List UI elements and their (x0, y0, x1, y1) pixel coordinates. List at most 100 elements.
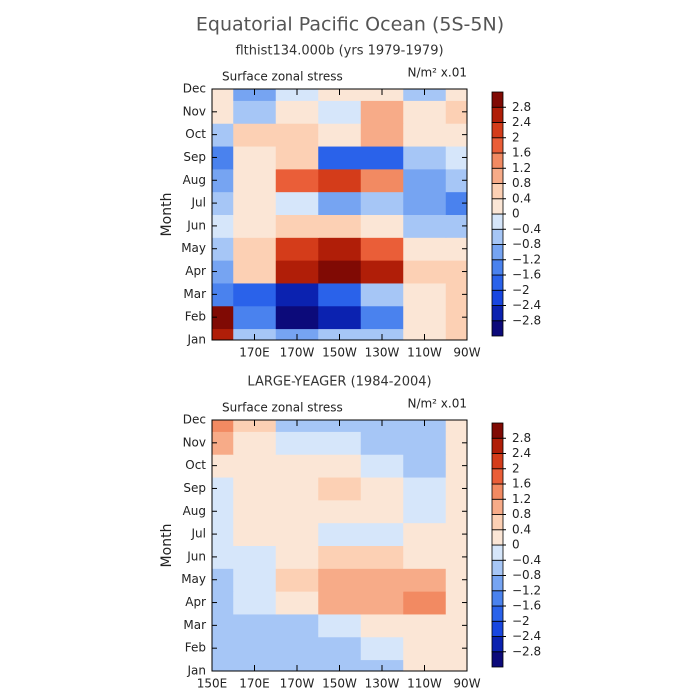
heat-cell (403, 477, 447, 501)
colorbar-box (491, 590, 504, 607)
colorbar-box (491, 605, 504, 622)
colorbar-box (491, 483, 504, 500)
colorbar-box (491, 122, 504, 139)
heat-cell (445, 659, 468, 672)
y-tick-label: May (181, 572, 206, 586)
colorbar-label: 2.8 (512, 100, 531, 114)
figure-title: Equatorial Pacific Ocean (5S-5N) (196, 14, 504, 36)
heat-cell (403, 282, 447, 307)
heat-cell (445, 545, 468, 569)
colorbar-box (491, 437, 504, 454)
x-tick-label: 90W (453, 346, 480, 360)
heat-cell (445, 499, 468, 524)
heat-cell (233, 237, 277, 261)
heat-cell (445, 431, 468, 455)
y-tick-label: Jun (186, 549, 206, 563)
heat-cell (212, 191, 234, 215)
heat-cell (212, 305, 234, 330)
colorbar-label: 2.8 (512, 431, 531, 445)
heat-cell (445, 191, 468, 215)
heat-cell (403, 431, 447, 455)
heat-cell (275, 636, 319, 661)
heat-cell (275, 237, 319, 261)
colorbar-label: 0.8 (512, 507, 531, 521)
colorbar-box (491, 559, 504, 576)
heat-cell (445, 420, 468, 432)
colorbar-box (491, 544, 504, 561)
y-axis-label: Month (159, 524, 175, 568)
heat-cell (445, 613, 468, 638)
heat-cell (403, 522, 447, 546)
y-tick-label: Dec (183, 82, 206, 96)
colorbar-box (491, 167, 504, 184)
colorbar-box (491, 468, 504, 485)
heat-cell (212, 214, 234, 238)
heat-cell (318, 499, 362, 524)
y-tick-label: May (181, 241, 206, 255)
heat-cell (212, 613, 234, 638)
x-tick-label: 150E (197, 677, 228, 691)
heat-cell (445, 305, 468, 330)
heat-cell (445, 89, 468, 101)
colorbar-label: −0.8 (512, 568, 541, 582)
heat-cell (360, 146, 404, 170)
heat-cell (212, 100, 234, 124)
colorbar-box (491, 636, 504, 653)
colorbar-label: −1.2 (512, 583, 541, 597)
colorbar-box (491, 152, 504, 169)
heat-cell (275, 260, 319, 284)
heat-cell (318, 454, 362, 478)
heat-cell (360, 454, 404, 478)
y-tick-label: Feb (185, 310, 206, 324)
heat-cell (445, 123, 468, 147)
heat-cell (445, 454, 468, 478)
heat-cell (233, 282, 277, 307)
heat-cell (318, 282, 362, 307)
x-tick-label: 110W (407, 346, 442, 360)
chart-subtitle: Surface zonal stress (222, 401, 343, 415)
heat-cell (360, 191, 404, 215)
heat-cell (318, 636, 362, 661)
heat-cell (318, 522, 362, 546)
y-tick-label: Dec (183, 413, 206, 427)
heat-cell (212, 168, 234, 193)
heat-cell (360, 591, 404, 615)
heat-cell (360, 431, 404, 455)
heat-cell (233, 545, 277, 569)
heat-cell (445, 328, 468, 341)
heat-cell (403, 613, 447, 638)
heat-cell (212, 522, 234, 546)
heat-cell (233, 522, 277, 546)
heat-cell (445, 214, 468, 238)
heat-cell (360, 499, 404, 524)
heat-cell (403, 454, 447, 478)
colorbar-box (491, 198, 504, 215)
colorbar-label: −2 (512, 283, 530, 297)
heat-cell (360, 168, 404, 193)
y-tick-label: Jan (187, 664, 207, 678)
heat-cell (445, 568, 468, 592)
colorbar-label: −0.4 (512, 222, 541, 236)
colorbar-label: −1.6 (512, 268, 541, 282)
heat-cell (403, 499, 447, 524)
heat-cell (233, 477, 277, 501)
heat-cell (212, 477, 234, 501)
colorbar-box (491, 259, 504, 276)
heat-cell (233, 499, 277, 524)
heat-cell (403, 545, 447, 569)
y-tick-label: Nov (183, 435, 206, 449)
heat-cell (360, 214, 404, 238)
heat-cell (318, 613, 362, 638)
heat-cell (360, 636, 404, 661)
units-label: N/m² x.01 (407, 66, 467, 80)
colorbar-label: 2 (512, 461, 520, 475)
heat-cell (403, 214, 447, 238)
y-tick-label: Nov (183, 104, 206, 118)
heat-cell (318, 146, 362, 170)
heat-cell (275, 499, 319, 524)
heat-cell (275, 431, 319, 455)
x-tick-label: 170E (239, 677, 270, 691)
heat-cell (318, 545, 362, 569)
heat-cell (318, 260, 362, 284)
colorbar-box (491, 228, 504, 245)
